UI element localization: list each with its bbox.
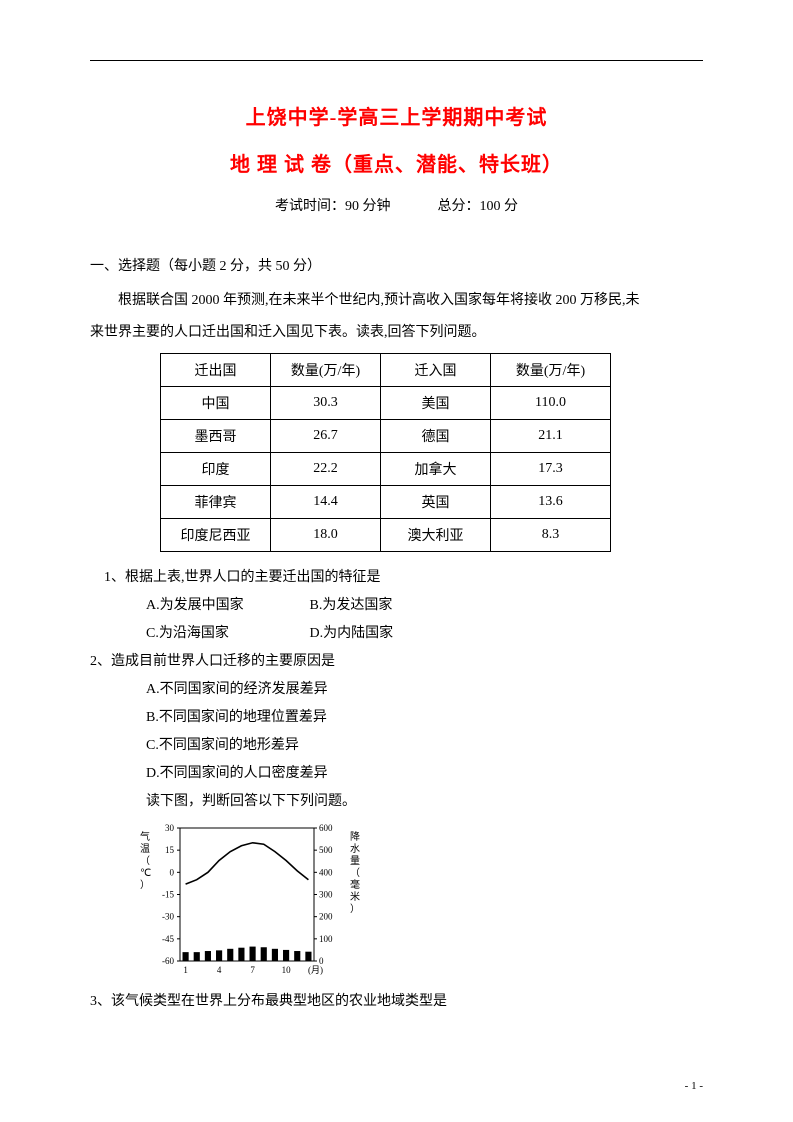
svg-text:400: 400	[319, 867, 333, 877]
migration-table-wrap: 迁出国数量(万/年)迁入国数量(万/年)中国30.3美国110.0墨西哥26.7…	[160, 353, 703, 552]
table-row: 墨西哥26.7德国21.1	[161, 420, 611, 453]
table-cell: 26.7	[271, 420, 381, 453]
q1-opt-a: A.为发展中国家	[146, 592, 306, 620]
q1-options-row2: C.为沿海国家 D.为内陆国家	[146, 620, 703, 648]
svg-text:（: （	[350, 867, 360, 879]
climate-chart: -60-45-30-1501530气温（℃）010020030040050060…	[132, 822, 362, 977]
table-cell: 迁出国	[161, 354, 271, 387]
svg-text:4: 4	[217, 965, 222, 975]
svg-text:100: 100	[319, 934, 333, 944]
q2-opt-c: C.不同国家间的地形差异	[146, 732, 703, 760]
table-cell: 22.2	[271, 453, 381, 486]
table-cell: 中国	[161, 387, 271, 420]
q2-opt-b: B.不同国家间的地理位置差异	[146, 704, 703, 732]
table-cell: 印度	[161, 453, 271, 486]
page-number: - 1 -	[685, 1080, 703, 1092]
table-row: 印度尼西亚18.0澳大利亚8.3	[161, 519, 611, 552]
svg-text:米: 米	[350, 890, 360, 903]
page-title-2: 地 理 试 卷（重点、潜能、特长班）	[90, 148, 703, 177]
intro-line-2: 来世界主要的人口迁出国和迁入国见下表。读表,回答下列问题。	[90, 319, 703, 347]
table-cell: 澳大利亚	[381, 519, 491, 552]
table-row: 菲律宾14.4英国13.6	[161, 486, 611, 519]
table-cell: 菲律宾	[161, 486, 271, 519]
table-cell: 迁入国	[381, 354, 491, 387]
climate-chart-wrap: -60-45-30-1501530气温（℃）010020030040050060…	[132, 822, 703, 982]
svg-text:（: （	[140, 855, 150, 867]
chart-intro: 读下图，判断回答以下下列问题。	[146, 788, 703, 816]
svg-text:7: 7	[250, 965, 255, 975]
q1-opt-d: D.为内陆国家	[310, 626, 394, 641]
svg-text:15: 15	[165, 845, 175, 855]
svg-text:-30: -30	[162, 912, 174, 922]
table-cell: 数量(万/年)	[271, 354, 381, 387]
table-cell: 加拿大	[381, 453, 491, 486]
svg-text:温: 温	[140, 843, 150, 855]
svg-text:600: 600	[319, 823, 333, 833]
svg-text:量: 量	[350, 855, 360, 867]
section-1-header: 一、选择题（每小题 2 分，共 50 分）	[90, 255, 703, 275]
table-cell: 17.3	[491, 453, 611, 486]
total-score: 总分：100 分	[438, 199, 519, 214]
svg-text:℃: ℃	[140, 868, 151, 879]
table-cell: 14.4	[271, 486, 381, 519]
svg-text:）: ）	[140, 879, 150, 891]
table-cell: 英国	[381, 486, 491, 519]
q1-opt-b: B.为发达国家	[310, 598, 393, 613]
svg-text:-60: -60	[162, 956, 174, 966]
svg-text:1: 1	[183, 965, 188, 975]
table-cell: 18.0	[271, 519, 381, 552]
exam-info: 考试时间：90 分钟 总分：100 分	[90, 195, 703, 215]
svg-text:降: 降	[350, 830, 360, 843]
table-cell: 数量(万/年)	[491, 354, 611, 387]
svg-text:300: 300	[319, 890, 333, 900]
svg-text:500: 500	[319, 845, 333, 855]
q1-options-row1: A.为发展中国家 B.为发达国家	[146, 592, 703, 620]
svg-text:10: 10	[282, 965, 292, 975]
q2-stem: 2、造成目前世界人口迁移的主要原因是	[90, 648, 703, 676]
svg-text:）: ）	[350, 903, 360, 915]
svg-text:(月): (月)	[308, 965, 323, 975]
svg-text:气: 气	[140, 830, 150, 843]
page-title-1: 上饶中学-学高三上学期期中考试	[90, 101, 703, 130]
svg-text:0: 0	[170, 867, 175, 877]
table-cell: 30.3	[271, 387, 381, 420]
table-cell: 印度尼西亚	[161, 519, 271, 552]
svg-text:-15: -15	[162, 890, 174, 900]
table-cell: 德国	[381, 420, 491, 453]
q3-stem: 3、该气候类型在世界上分布最典型地区的农业地域类型是	[90, 988, 703, 1016]
svg-text:-45: -45	[162, 934, 174, 944]
exam-time: 考试时间：90 分钟	[275, 199, 391, 214]
table-cell: 110.0	[491, 387, 611, 420]
q1-opt-c: C.为沿海国家	[146, 620, 306, 648]
q2-opt-d: D.不同国家间的人口密度差异	[146, 760, 703, 788]
table-cell: 墨西哥	[161, 420, 271, 453]
svg-text:毫: 毫	[350, 878, 360, 891]
svg-text:水: 水	[350, 843, 360, 855]
migration-table: 迁出国数量(万/年)迁入国数量(万/年)中国30.3美国110.0墨西哥26.7…	[160, 353, 611, 552]
svg-text:30: 30	[165, 823, 175, 833]
table-row: 中国30.3美国110.0	[161, 387, 611, 420]
table-cell: 13.6	[491, 486, 611, 519]
q2-opt-a: A.不同国家间的经济发展差异	[146, 676, 703, 704]
table-cell: 8.3	[491, 519, 611, 552]
q1-stem: 1、根据上表,世界人口的主要迁出国的特征是	[104, 564, 703, 592]
table-cell: 21.1	[491, 420, 611, 453]
svg-text:200: 200	[319, 912, 333, 922]
table-row: 迁出国数量(万/年)迁入国数量(万/年)	[161, 354, 611, 387]
table-cell: 美国	[381, 387, 491, 420]
table-row: 印度22.2加拿大17.3	[161, 453, 611, 486]
top-rule	[90, 60, 703, 61]
intro-line-1: 根据联合国 2000 年预测,在未来半个世纪内,预计高收入国家每年将接收 200…	[90, 287, 703, 315]
